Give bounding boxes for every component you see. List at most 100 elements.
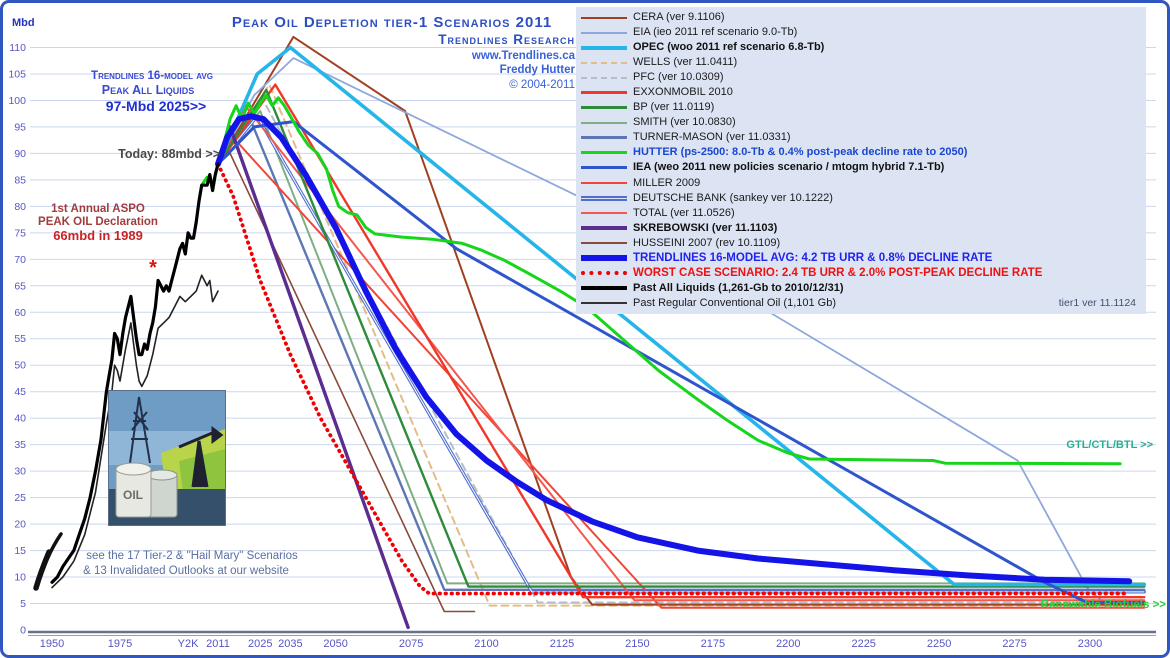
x-tick-label: 2050 (323, 638, 347, 650)
biofuels-annotation: Renewable Biofuels >> (1040, 599, 1166, 611)
series-line-husseini-2007 (217, 152, 476, 613)
legend-label: DEUTSCHE BANK (sankey ver 10.1222) (633, 191, 833, 204)
legend-swatch (581, 255, 627, 262)
legend-row-husseini: HUSSEINI 2007 (rev 10.1109) (576, 236, 1146, 251)
legend-row-turnermason: TURNER-MASON (ver 11.0331) (576, 130, 1146, 145)
legend-row-skrebowski: SKREBOWSKI (ver 11.1103) (576, 221, 1146, 236)
x-tick-label: 2150 (625, 638, 649, 650)
x-tick-label: 2300 (1078, 638, 1102, 650)
y-axis-title: Mbd (12, 17, 35, 29)
aspo-annotation-line2: PEAK OIL Declaration (38, 216, 158, 228)
legend-row-total: TOTAL (ver 11.0526) (576, 206, 1146, 221)
legend-row-opec: OPEC (woo 2011 ref scenario 6.8-Tb) (576, 40, 1146, 55)
gtl-annotation: GTL/CTL/BTL >> (1066, 439, 1153, 451)
y-tick-label: 10 (14, 572, 26, 584)
y-tick-label: 80 (14, 201, 26, 213)
legend-label: TOTAL (ver 11.0526) (633, 206, 735, 219)
legend-label: Past All Liquids (1,261-Gb to 2010/12/31… (633, 281, 844, 294)
x-tick-label: Y2K (178, 638, 199, 650)
legend-label: WORST CASE SCENARIO: 2.4 TB URR & 2.0% P… (633, 266, 1043, 279)
legend-label: MILLER 2009 (633, 176, 701, 189)
y-tick-label: 60 (14, 307, 26, 319)
x-tick-label: 2200 (776, 638, 800, 650)
x-tick-label: 2125 (550, 638, 574, 650)
legend-row-iea: IEA (weo 2011 new policies scenario / mt… (576, 160, 1146, 175)
author: Freddy Hutter (499, 64, 575, 76)
legend-row-past: Past All Liquids (1,261-Gb to 2010/12/31… (576, 281, 1146, 296)
legend-label: PFC (ver 10.0309) (633, 71, 724, 84)
series-line-iea (216, 120, 1146, 604)
legend-row-smith: SMITH (ver 10.0830) (576, 115, 1146, 130)
legend-swatch (581, 16, 627, 19)
legend-swatch (581, 136, 627, 140)
y-tick-label: 75 (14, 227, 26, 239)
legend-panel: tier1 ver 11.1124 CERA (ver 9.1106) EIA (… (576, 7, 1146, 314)
x-tick-label: 1950 (40, 638, 64, 650)
legend-row-trendlines: TRENDLINES 16-MODEL AVG: 4.2 TB URR & 0.… (576, 251, 1146, 266)
y-tick-label: 100 (8, 95, 26, 107)
x-tick-label: 2011 (206, 638, 230, 650)
legend-row-bp: BP (ver 11.0119) (576, 100, 1146, 115)
oil-barrel-label: OIL (123, 488, 143, 502)
y-tick-label: 25 (14, 492, 26, 504)
today-annotation: Today: 88mbd >> (118, 147, 220, 161)
series-line-cera (217, 35, 1146, 606)
legend-swatch (581, 31, 627, 34)
oil-photo-graphic: OIL (109, 391, 225, 525)
series-line-bp (216, 88, 1146, 588)
y-tick-label: 15 (14, 545, 26, 557)
legend-label: Past Regular Conventional Oil (1,101 Gb) (633, 296, 836, 309)
legend-swatch (581, 286, 627, 291)
y-tick-label: 0 (20, 625, 26, 637)
x-tick-label: 2100 (474, 638, 498, 650)
y-tick-label: 5 (20, 598, 26, 610)
series-line-opec (216, 45, 1147, 587)
legend-row-pfc: PFC (ver 10.0309) (576, 70, 1146, 85)
y-tick-label: 95 (14, 121, 26, 133)
y-tick-label: 85 (14, 174, 26, 186)
y-tick-label: 105 (8, 68, 26, 80)
legend-label: HUTTER (ps-2500: 8.0-Tb & 0.4% post-peak… (633, 146, 968, 159)
y-tick-label: 30 (14, 466, 26, 478)
legend-swatch (581, 271, 627, 276)
legend-swatch (581, 106, 627, 110)
legend-label: CERA (ver 9.1106) (633, 11, 725, 24)
ink-mark-2 (33, 549, 52, 591)
legend-label: TRENDLINES 16-MODEL AVG: 4.2 TB URR & 0.… (633, 251, 993, 264)
oil-industry-photo: OIL (108, 390, 226, 526)
legend-swatch (581, 45, 627, 50)
legend-label: HUSSEINI 2007 (rev 10.1109) (633, 236, 781, 249)
series-line-past-all-liquids (50, 162, 220, 584)
avg-annotation-line3: 97-Mbd 2025>> (105, 98, 207, 114)
legend-swatch (581, 302, 627, 305)
x-tick-label: 2075 (399, 638, 423, 650)
y-tick-label: 70 (14, 254, 26, 266)
copyright: © 2004-2011 (509, 79, 575, 91)
series-line-trendlines-16-model-avg (215, 113, 1133, 585)
legend-swatch (581, 166, 627, 170)
legend-label: SMITH (ver 10.0830) (633, 116, 736, 129)
y-tick-label: 55 (14, 333, 26, 345)
aspo-annotation-line1: 1st Annual ASPO (51, 203, 145, 215)
legend-version-note: tier1 ver 11.1124 (1058, 297, 1136, 309)
legend-swatch (581, 61, 627, 64)
series-line-exxonmobil-2010 (216, 83, 1146, 599)
legend-row-deutsche: DEUTSCHE BANK (sankey ver 10.1222) (576, 191, 1146, 206)
legend-swatch (581, 242, 627, 245)
y-tick-label: 65 (14, 280, 26, 292)
legend-label: EIA (ieo 2011 ref scenario 9.0-Tb) (633, 26, 798, 39)
y-tick-label: 110 (9, 42, 26, 54)
legend-row-worst: WORST CASE SCENARIO: 2.4 TB URR & 2.0% P… (576, 266, 1146, 281)
x-tick-label: 2175 (701, 638, 725, 650)
x-tick-label: 2250 (927, 638, 951, 650)
avg-annotation-line2: Peak All Liquids (101, 83, 195, 97)
legend-swatch (581, 226, 627, 231)
website-url: www.Trendlines.ca (471, 50, 575, 62)
y-tick-label: 40 (14, 413, 26, 425)
y-tick-label: 90 (14, 148, 26, 160)
page-title-line1: Peak Oil Depletion tier-1 Scenarios 2011 (231, 14, 553, 31)
legend-row-past: Past Regular Conventional Oil (1,101 Gb) (576, 296, 1146, 311)
y-tick-label: 20 (14, 519, 26, 531)
legend-row-exxonmobil: EXXONMOBIL 2010 (576, 85, 1146, 100)
legend-swatch (581, 212, 627, 215)
